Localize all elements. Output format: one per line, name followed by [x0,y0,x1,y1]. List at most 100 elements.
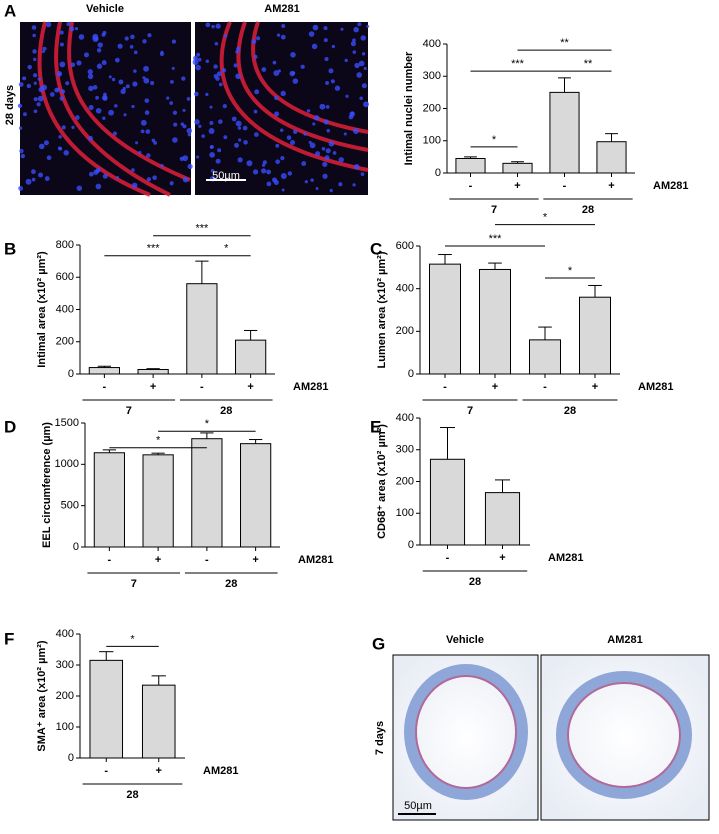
column-label: Vehicle [86,3,124,15]
nucleus [152,175,157,181]
nucleus [101,60,107,66]
y-tick-label: 600 [396,240,414,252]
nucleus [272,177,278,183]
nucleus [142,76,146,80]
nucleus [144,110,150,115]
nucleus [331,44,336,49]
nucleus [102,96,108,101]
nucleus [353,164,360,170]
column-label: AM281 [607,634,642,646]
nucleus [142,39,147,44]
nucleus [366,24,370,28]
nucleus [97,167,101,172]
nucleus [42,46,47,51]
nucleus [41,50,45,54]
panel-letter: D [4,417,16,436]
significance-label: * [224,243,229,255]
nucleus [32,33,36,38]
nucleus [46,155,52,161]
nucleus [325,148,331,154]
nucleus [328,68,334,74]
nucleus [92,33,99,40]
bar [88,367,120,375]
nucleus [18,185,24,191]
nucleus [112,131,117,136]
group-title: AM281 [653,180,688,192]
vessel-lumen-edge [567,682,681,788]
y-tick-label: 0 [68,752,74,764]
nucleus [44,176,50,182]
nucleus [70,62,76,68]
y-tick-label: 200 [56,690,74,702]
row-label: 7 days [374,721,386,755]
nucleus [114,57,120,63]
nucleus [306,109,311,113]
significance-label: * [543,212,548,224]
significance-label: * [492,134,497,146]
nucleus [303,132,307,136]
nucleus [182,155,189,162]
nucleus [300,64,305,69]
x-tick-label: - [108,554,112,566]
nucleus [131,104,135,109]
bar [142,454,174,548]
nucleus [135,141,139,145]
nucleus [280,34,286,40]
significance-label: * [568,265,573,277]
nucleus [274,111,280,117]
vessel-wall [219,21,369,172]
nucleus [18,126,23,130]
nucleus [56,87,60,92]
group-title: AM281 [293,381,328,393]
nucleus [198,124,202,129]
nucleus [319,103,326,110]
bar [549,91,580,174]
nucleus [352,128,359,135]
x-tick-label: - [446,552,450,564]
nucleus [180,122,184,126]
nucleus [310,178,314,182]
nucleus [323,38,328,43]
nucleus [222,104,227,109]
nucleus [65,81,70,86]
nucleus [353,26,359,33]
nucleus [59,42,64,47]
bar [141,684,176,759]
y-tick-label: 200 [396,325,414,337]
nucleus [261,67,267,72]
group-title: AM281 [548,552,583,564]
nucleus [323,119,329,125]
nucleus [193,55,198,61]
nucleus [321,146,326,151]
nucleus [38,172,44,178]
nucleus [216,71,222,77]
nucleus [169,101,174,105]
nucleus [133,69,137,73]
bar [579,296,611,375]
nucleus [221,68,227,73]
bar [429,458,466,546]
nucleus [160,163,164,168]
nucleus [208,128,215,134]
nucleus [103,92,107,97]
nucleus [32,73,38,78]
nucleus [322,161,328,167]
nucleus [58,135,62,139]
nucleus [57,146,62,151]
nucleus [272,60,277,65]
x-tick-label: - [103,381,107,393]
x-tick-label: - [469,180,473,192]
nucleus [340,27,344,31]
nucleus [88,135,93,141]
column-label: Vehicle [446,634,484,646]
nucleus [280,156,285,161]
nucleus [59,30,64,35]
nucleus [205,59,210,63]
y-tick-label: 0 [408,368,414,380]
nucleus [146,153,151,158]
nucleus [205,92,209,97]
group-label: 28 [469,576,481,588]
significance-label: *** [489,233,503,245]
nucleus [95,107,102,114]
y-tick-label: 0 [408,539,414,551]
